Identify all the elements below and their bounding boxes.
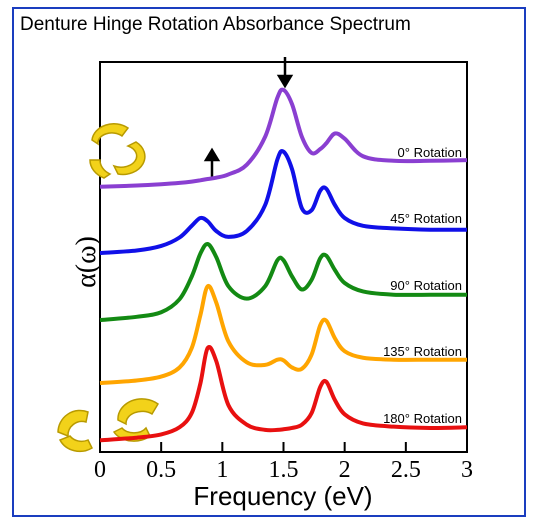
series-line: [99, 283, 467, 386]
y-axis-label: α(ω): [71, 236, 102, 288]
x-tick-label: 0.5: [146, 457, 176, 483]
series-line: [99, 242, 467, 323]
chart-title: Denture Hinge Rotation Absorbance Spectr…: [20, 14, 411, 35]
plot-frame: [99, 61, 468, 453]
series-label: 180° Rotation: [383, 411, 462, 426]
series-line: [99, 345, 468, 443]
x-tick-label: 1: [216, 457, 228, 483]
arrow-down: [276, 57, 294, 89]
x-tick-label: 2: [339, 457, 351, 483]
x-tick-label: 0: [94, 457, 106, 483]
series-label: 0° Rotation: [398, 145, 462, 160]
series-label: 135° Rotation: [383, 344, 462, 359]
arrow-up: [203, 147, 221, 180]
frame: [12, 7, 526, 517]
x-tick-label: 2.5: [391, 457, 421, 483]
series-label: 45° Rotation: [390, 211, 462, 226]
series-line: [99, 149, 468, 256]
series-line: [99, 87, 468, 189]
denture-icon-top: [89, 123, 146, 179]
series-label: 90° Rotation: [390, 278, 462, 293]
denture-icon-bottom: [57, 398, 159, 453]
x-axis-label: Frequency (eV): [193, 481, 372, 511]
x-tick-label: 3: [461, 457, 473, 483]
x-tick-label: 1.5: [269, 457, 299, 483]
